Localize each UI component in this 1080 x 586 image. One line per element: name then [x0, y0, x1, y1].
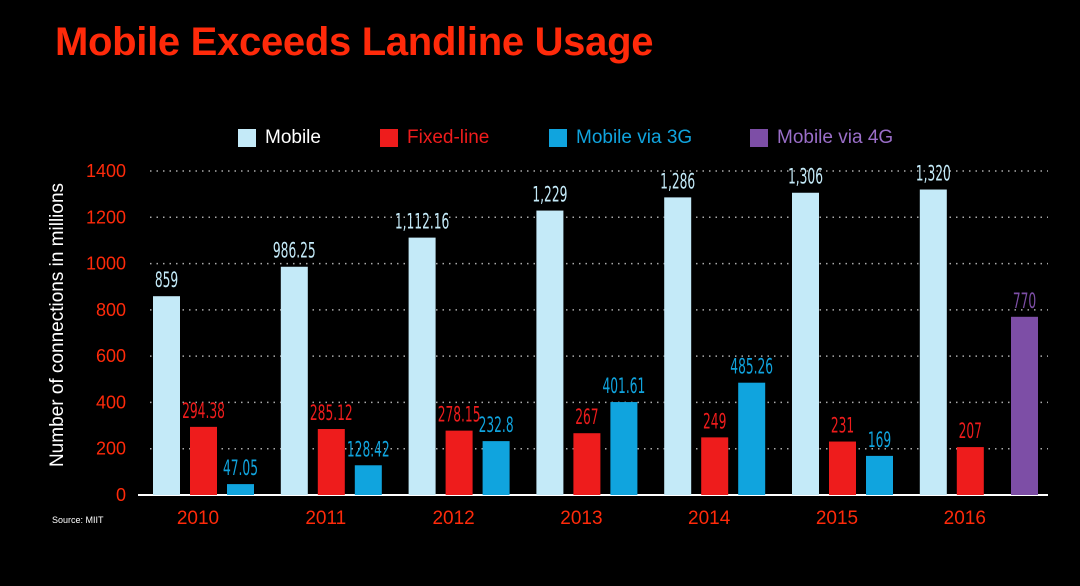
page-title: Mobile Exceeds Landline Usage	[55, 20, 654, 64]
data-label: 249	[703, 410, 726, 435]
bar-mobile-via-3g	[227, 484, 254, 495]
data-label: 278.15	[438, 403, 481, 428]
legend-item-mobile: Mobile	[238, 127, 321, 149]
legend-item-mobile-via-3g: Mobile via 3G	[549, 127, 692, 149]
source-note: Source: MIIT	[52, 515, 104, 525]
data-label: 485.26	[730, 355, 773, 380]
legend-item-fixed-line: Fixed-line	[380, 127, 489, 149]
bar-mobile	[280, 266, 308, 495]
y-tick-label: 1200	[86, 207, 126, 227]
data-label: 1,229	[532, 183, 567, 208]
data-label: 294.38	[182, 399, 225, 424]
legend-label: Mobile via 3G	[576, 127, 693, 148]
y-tick-label: 200	[96, 439, 126, 459]
legend-item-mobile-via-4g: Mobile via 4G	[750, 127, 893, 149]
data-label: 285.12	[310, 402, 353, 427]
x-tick-label: 2015	[816, 508, 858, 529]
bar-fixed-line	[701, 437, 729, 495]
x-tick-label: 2010	[177, 508, 219, 529]
data-label: 128.42	[347, 438, 390, 463]
y-tick-label: 400	[96, 392, 126, 412]
x-tick-label: 2013	[560, 508, 602, 529]
legend-label: Fixed-line	[407, 127, 490, 148]
data-label: 231	[831, 414, 854, 439]
data-label: 47.05	[223, 457, 258, 482]
x-tick-label: 2016	[944, 508, 986, 529]
bar-mobile	[919, 189, 947, 495]
y-tick-label: 1400	[86, 161, 126, 181]
bar-fixed-line	[317, 429, 345, 495]
y-tick-label: 800	[96, 300, 126, 320]
x-tick-label: 2011	[305, 508, 346, 529]
data-label: 232.8	[479, 414, 514, 439]
bar-fixed-line	[956, 447, 984, 495]
bar-fixed-line	[445, 430, 473, 495]
bar-mobile	[664, 197, 692, 495]
legend-label: Mobile	[265, 127, 321, 148]
legend-swatch	[549, 129, 567, 147]
legend-swatch	[238, 129, 256, 147]
bar-mobile	[153, 296, 180, 495]
data-label: 169	[868, 429, 891, 454]
bar-mobile-via-4g	[1011, 316, 1038, 495]
bar-mobile	[792, 192, 819, 496]
legend-label: Mobile via 4G	[777, 127, 894, 148]
x-tick-label: 2014	[688, 508, 731, 529]
data-label: 1,320	[916, 162, 951, 187]
data-label: 207	[959, 420, 982, 445]
y-tick-label: 600	[96, 346, 126, 366]
bar-mobile	[536, 210, 564, 495]
bar-mobile-via-3g	[482, 441, 510, 495]
bar-fixed-line	[190, 426, 217, 495]
legend-swatch	[750, 129, 768, 147]
bar-mobile-via-3g	[866, 455, 893, 495]
data-label: 401.61	[602, 375, 645, 400]
bar-fixed-line	[829, 441, 856, 495]
data-label: 986.25	[273, 239, 316, 264]
y-tick-label: 1000	[86, 254, 126, 274]
x-tick-label: 2012	[432, 508, 474, 529]
bar-mobile-via-3g	[354, 465, 382, 495]
y-tick-label: 0	[116, 485, 126, 505]
data-label: 1,286	[660, 170, 695, 195]
bar-fixed-line	[573, 433, 601, 495]
bar-mobile-via-3g	[610, 402, 638, 495]
data-label: 859	[155, 269, 178, 294]
bar-mobile	[408, 237, 436, 496]
bar-mobile-via-3g	[738, 382, 766, 495]
data-label: 770	[1013, 289, 1036, 314]
data-label: 1,112.16	[395, 210, 449, 235]
data-label: 267	[575, 406, 598, 431]
legend-swatch	[380, 129, 398, 147]
data-label: 1,306	[788, 165, 823, 190]
